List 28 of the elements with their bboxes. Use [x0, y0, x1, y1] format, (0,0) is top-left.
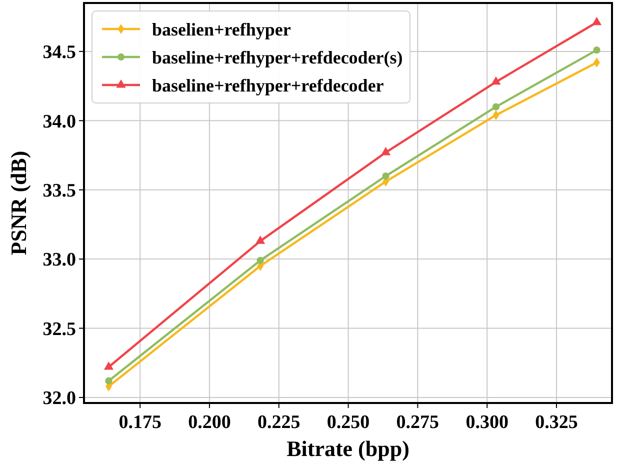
x-tick-label: 0.275: [396, 412, 440, 433]
point: [105, 377, 112, 384]
x-tick-label: 0.225: [258, 412, 300, 433]
legend-label: baselien+refhyper: [152, 19, 291, 40]
point: [492, 103, 500, 110]
y-tick-label: 34.0: [42, 111, 76, 132]
y-tick-label: 32.0: [42, 388, 76, 410]
x-tick-label: 0.175: [118, 412, 162, 433]
x-axis-title: Bitrate (bpp): [286, 436, 410, 461]
point: [592, 16, 602, 26]
y-tick-label: 34.5: [42, 42, 76, 64]
legend-label: baseline+refhyper+refdecoder: [152, 75, 384, 96]
x-tick-label: 0.200: [188, 412, 231, 433]
legend-label: baseline+refhyper+refdecoder(s): [152, 47, 403, 68]
point: [380, 146, 391, 156]
x-tick-label: 0.325: [535, 412, 578, 433]
point: [382, 172, 390, 180]
point: [104, 361, 114, 370]
y-tick-label: 32.5: [42, 318, 76, 340]
point: [491, 76, 501, 85]
x-tick-label: 0.300: [466, 412, 508, 433]
y-axis-title: PSNR (dB): [6, 150, 31, 256]
point: [593, 46, 600, 54]
y-tick-label: 33.5: [42, 180, 76, 202]
x-tick-label: 0.250: [326, 412, 370, 433]
y-tick-label: 33.0: [42, 250, 76, 271]
point: [256, 256, 264, 264]
point: [255, 236, 266, 244]
